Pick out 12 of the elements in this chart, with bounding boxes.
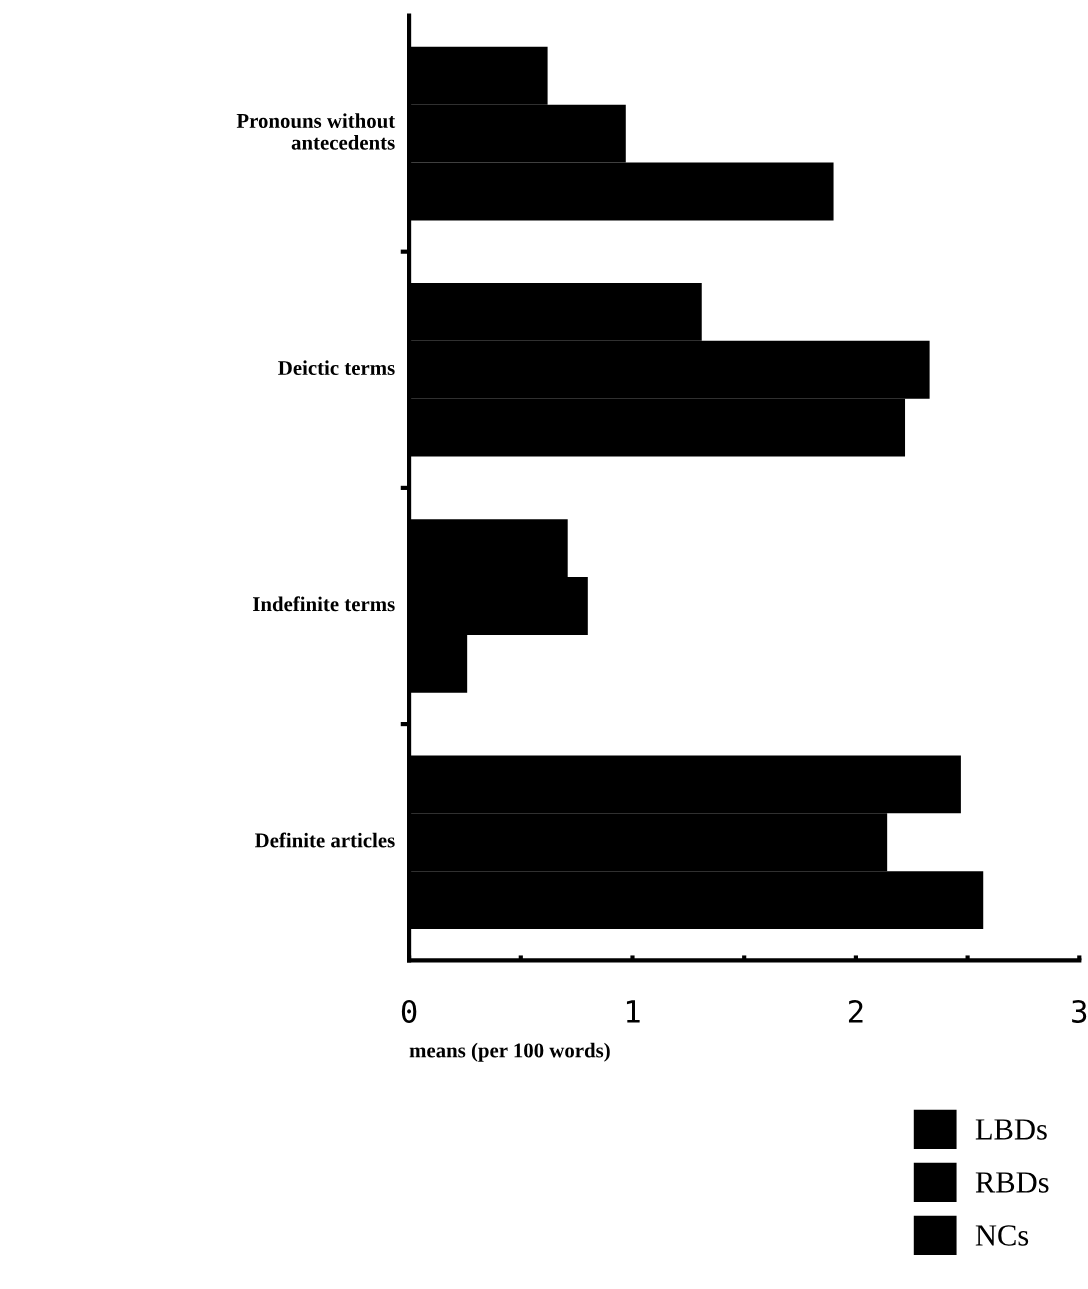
- y-tick-label: Deictic terms: [278, 360, 395, 375]
- legend-label: RBDs: [975, 1172, 1049, 1193]
- y-tick-label: Pronouns without antecedents: [236, 113, 396, 150]
- y-tick-label: Indefinite terms: [252, 596, 395, 612]
- x-tick-label: 2: [848, 999, 863, 1023]
- y-tick-label: Definite articles: [255, 832, 395, 848]
- legend-label: NCs: [975, 1225, 1029, 1246]
- x-tick-label: 3: [1072, 999, 1087, 1024]
- x-tick-label: 0: [401, 999, 417, 1024]
- x-axis-title: means (per 100 words): [409, 1042, 610, 1062]
- legend-label: LBDs: [975, 1119, 1047, 1140]
- x-tick-label: 1: [626, 1000, 640, 1023]
